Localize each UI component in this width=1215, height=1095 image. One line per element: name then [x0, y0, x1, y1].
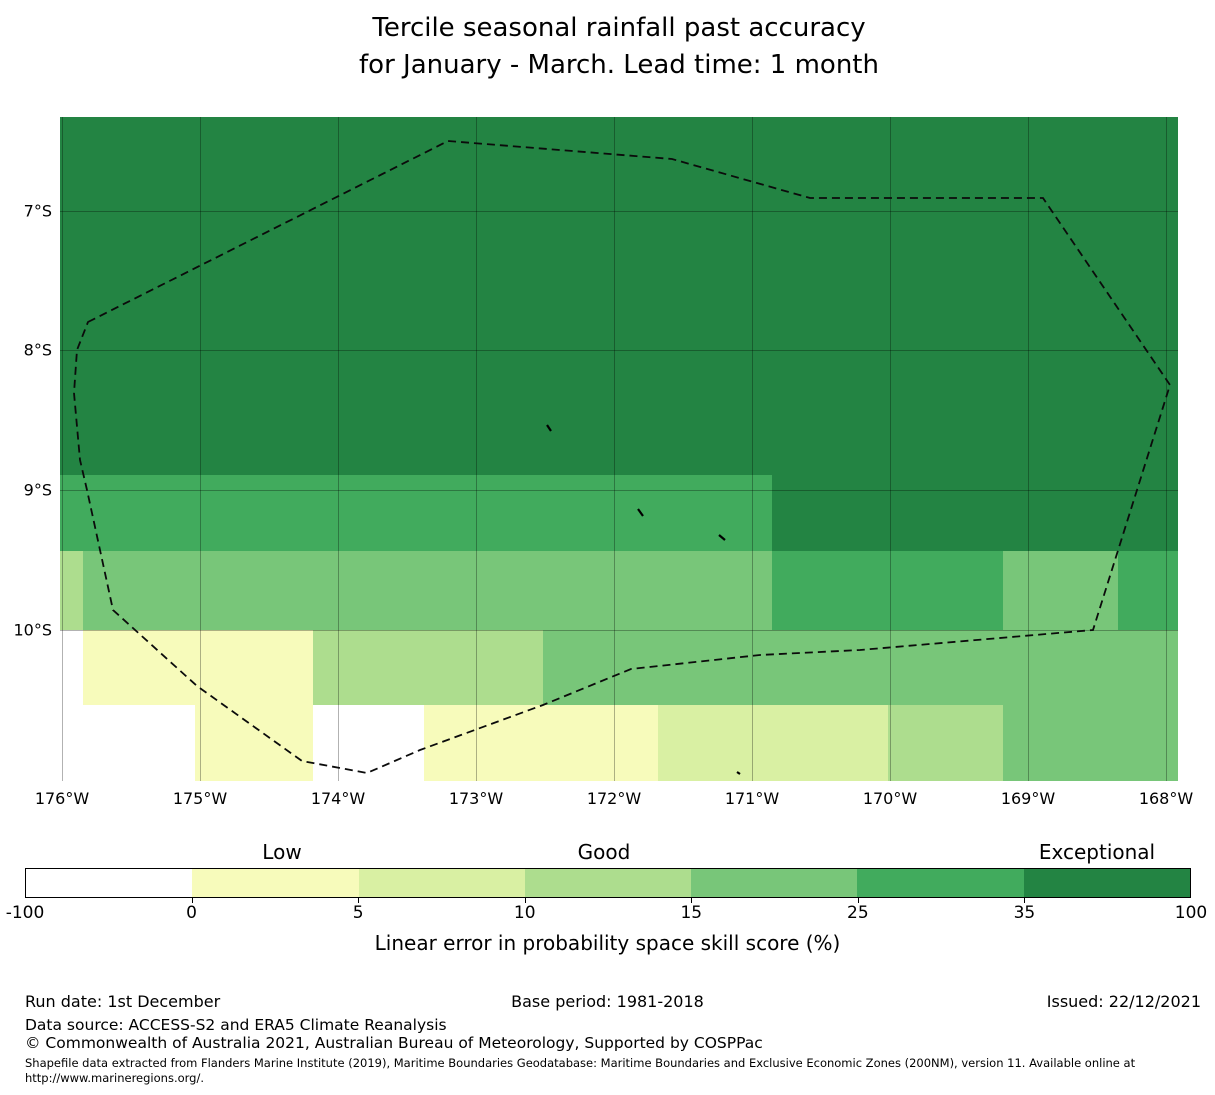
- x-tick-label: 175°W: [172, 789, 228, 808]
- map-cell: [888, 705, 1003, 781]
- colorbar-tick-mark: [524, 898, 526, 903]
- gridline-vertical: [200, 117, 201, 781]
- colorbar-tick-label: 35: [1013, 903, 1036, 923]
- colorbar-segment: [857, 869, 1024, 897]
- colorbar-tick-mark: [1024, 898, 1026, 903]
- chart-title: Tercile seasonal rainfall past accuracy …: [60, 10, 1178, 84]
- map-cell: [313, 630, 543, 705]
- chart-title-line2: for January - March. Lead time: 1 month: [359, 49, 879, 80]
- x-tick-label: 168°W: [1138, 789, 1194, 808]
- colorbar: [25, 868, 1191, 898]
- footer-issued: Issued: 22/12/2021: [1046, 992, 1201, 1011]
- map-cell: [195, 705, 313, 781]
- footer-copyright: © Commonwealth of Australia 2021, Austra…: [25, 1034, 763, 1052]
- colorbar-tick-label: 10: [513, 903, 536, 923]
- island-marker: [546, 424, 552, 432]
- map-cell: [83, 630, 313, 705]
- colorbar-category-label: Good: [577, 840, 631, 864]
- map-cell: [424, 705, 658, 781]
- x-tick-label: 169°W: [1000, 789, 1056, 808]
- map-cell: [60, 705, 195, 781]
- gridline-vertical: [614, 117, 615, 781]
- map-cell: [60, 475, 772, 551]
- eez-boundary-overlay: [73, 140, 1171, 775]
- gridline-vertical: [890, 117, 891, 781]
- gridline-vertical: [1028, 117, 1029, 781]
- island-marker: [736, 771, 741, 775]
- colorbar-tick-mark: [191, 898, 193, 903]
- colorbar-segment: [524, 869, 692, 897]
- y-tick-label: 10°S: [13, 620, 52, 640]
- x-tick-label: 170°W: [862, 789, 918, 808]
- footer-data-source: Data source: ACCESS-S2 and ERA5 Climate …: [25, 1016, 447, 1034]
- map-cell: [658, 705, 888, 781]
- island-marker: [637, 508, 644, 517]
- gridline-horizontal: [60, 211, 1178, 212]
- map-cell: [60, 630, 83, 705]
- colorbar-tick-label: 25: [847, 903, 869, 923]
- eez-boundary-line: [73, 140, 1171, 774]
- map-cell: [772, 551, 1003, 630]
- map-cell: [313, 705, 424, 781]
- gridline-vertical: [1166, 117, 1167, 781]
- x-tick-label: 173°W: [448, 789, 504, 808]
- gridline-vertical: [62, 117, 63, 781]
- footer-base-period: Base period: 1981-2018: [511, 992, 704, 1011]
- gridline-vertical: [476, 117, 477, 781]
- footer-run-date: Run date: 1st December: [25, 992, 221, 1011]
- gridline-horizontal: [60, 630, 1178, 631]
- map-cell: [60, 551, 83, 630]
- colorbar-tick-mark: [857, 898, 859, 903]
- map-cell: [83, 551, 772, 630]
- colorbar-tick-mark: [691, 898, 693, 903]
- x-tick-label: 174°W: [310, 789, 366, 808]
- colorbar-tick-label: 0: [186, 903, 197, 923]
- colorbar-tick-label: 100: [1174, 903, 1208, 923]
- footer-shapefile-url: http://www.marineregions.org/.: [25, 1071, 204, 1085]
- footer-shapefile-note: Shapefile data extracted from Flanders M…: [25, 1056, 1136, 1070]
- colorbar-segment: [192, 869, 359, 897]
- map-cell: [543, 630, 1178, 705]
- colorbar-tick-label: 15: [680, 903, 703, 923]
- colorbar-tick-mark: [358, 898, 360, 903]
- colorbar-category-label: Low: [262, 840, 302, 864]
- x-tick-label: 171°W: [724, 789, 780, 808]
- map-cell: [1003, 551, 1118, 630]
- chart-title-line1: Tercile seasonal rainfall past accuracy: [372, 13, 866, 43]
- colorbar-category-label: Exceptional: [1038, 840, 1156, 864]
- map-area: 176°W 175°W 174°W 173°W 172°W 171°W 170°W 169°W…: [13, 117, 1193, 808]
- colorbar-segment: [358, 869, 525, 897]
- y-tick-label: 8°S: [23, 340, 52, 360]
- colorbar-segment: [26, 869, 193, 897]
- x-tick-label: 172°W: [586, 789, 642, 808]
- gridline-horizontal: [60, 350, 1178, 351]
- island-marker: [718, 534, 726, 541]
- colorbar-caption: Linear error in probability space skill …: [374, 931, 841, 955]
- map-cell: [60, 117, 1178, 475]
- colorbar-tick-label: -100: [5, 903, 45, 923]
- x-tick-label: 176°W: [34, 789, 90, 808]
- gridline-vertical: [338, 117, 339, 781]
- map-cell: [772, 475, 1178, 551]
- y-tick-label: 9°S: [23, 480, 52, 500]
- colorbar-segment: [1023, 869, 1190, 897]
- gridline-vertical: [752, 117, 753, 781]
- colorbar-tick-label: 5: [352, 903, 364, 923]
- map-cell: [1003, 705, 1178, 781]
- y-tick-label: 7°S: [23, 201, 52, 221]
- colorbar-segment: [691, 869, 858, 897]
- map-cell: [1118, 551, 1178, 630]
- gridline-horizontal: [60, 490, 1178, 491]
